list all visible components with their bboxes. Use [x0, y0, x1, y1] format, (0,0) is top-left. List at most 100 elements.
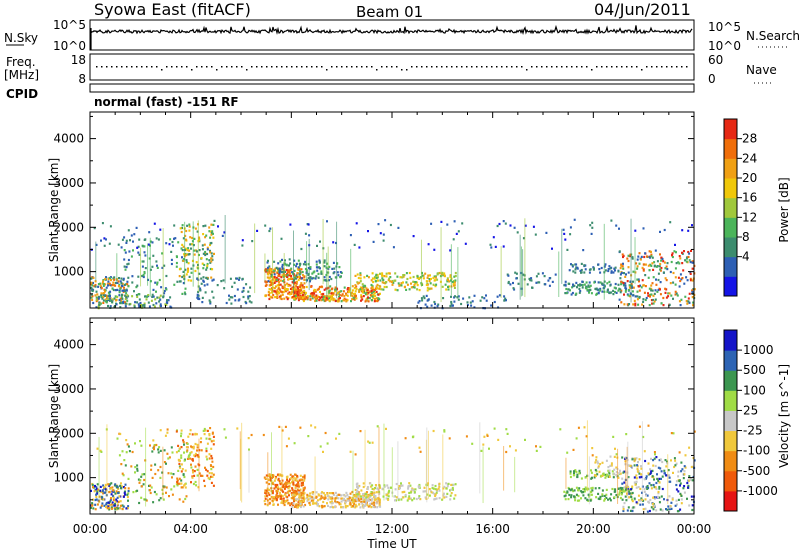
power-echo [334, 287, 337, 290]
velocity-echo [110, 482, 113, 485]
power-echo [370, 283, 373, 287]
velocity-echo [212, 484, 215, 487]
velocity-echo [593, 474, 596, 477]
power-echo [615, 291, 618, 294]
velocity-echo [434, 493, 437, 496]
power-echo [430, 277, 432, 281]
power-echo [677, 276, 680, 279]
power-echo [614, 269, 616, 272]
power-echo [392, 246, 395, 249]
velocity-echo [117, 487, 120, 490]
power-echo [142, 260, 145, 263]
power-echo [571, 265, 574, 268]
velocity-echo [122, 474, 125, 477]
velocity-echo [639, 503, 642, 506]
power-echo [201, 248, 204, 251]
power-echo [158, 300, 161, 303]
power-echo [273, 260, 276, 263]
velocity-echo [646, 487, 649, 490]
velocity-echo [273, 487, 276, 490]
power-echo [353, 243, 356, 246]
velocity-echo [143, 478, 146, 482]
power-echo [175, 265, 178, 268]
power-echo [139, 301, 142, 305]
power-echo [379, 279, 382, 282]
power-echo [203, 284, 206, 287]
velocity-echo [335, 494, 338, 497]
freq-dot [96, 66, 98, 68]
velocity-echo [322, 500, 325, 504]
velocity-echo [506, 432, 509, 435]
power-echo [451, 304, 454, 307]
power-echo [100, 292, 103, 295]
velocity-echo [376, 506, 379, 509]
power-echo [241, 239, 244, 242]
velocity-echo [291, 479, 294, 482]
power-echo [201, 301, 204, 304]
velocity-echo [611, 470, 614, 473]
velocity-echo [297, 483, 300, 486]
velocity-echo [356, 489, 359, 492]
power-echo [139, 304, 142, 307]
power-echo [366, 288, 369, 292]
velocity-echo [269, 474, 272, 477]
velocity-echo [454, 483, 457, 486]
velocity-echo [437, 487, 440, 490]
power-echo [300, 284, 303, 287]
power-echo [251, 240, 254, 243]
power-echo [379, 285, 382, 288]
power-echo [634, 304, 637, 307]
power-y-tick-label: 2000 [53, 220, 84, 234]
velocity-echo [271, 474, 274, 477]
velocity-echo [108, 484, 111, 487]
velocity-echo [609, 464, 612, 467]
velocity-echo [658, 501, 661, 504]
power-echo [309, 295, 312, 298]
velocity-echo [126, 443, 129, 446]
power-echo [666, 268, 669, 271]
power-echo [400, 284, 403, 287]
power-echo [102, 301, 105, 304]
velocity-echo [373, 499, 376, 502]
power-echo [358, 281, 361, 284]
velocity-echo [622, 490, 625, 493]
power-echo [412, 235, 415, 238]
power-echo [581, 280, 584, 283]
power-echo [104, 298, 107, 301]
power-echo [430, 222, 433, 225]
power-echo [644, 285, 647, 288]
power-echo [126, 299, 129, 302]
velocity-echo [269, 479, 272, 482]
power-echo [124, 294, 127, 297]
velocity-echo [330, 496, 333, 499]
velocity-echo [277, 473, 280, 476]
power-echo [633, 299, 636, 302]
power-echo [343, 286, 346, 289]
power-echo [141, 260, 144, 263]
velocity-echo [148, 489, 151, 492]
power-echo [92, 281, 94, 285]
power-echo [446, 223, 449, 226]
power-echo [428, 280, 431, 283]
power-echo [102, 284, 105, 287]
power-echo [579, 283, 581, 286]
velocity-echo [680, 498, 683, 501]
power-echo [457, 298, 460, 301]
freq-dot [286, 66, 288, 68]
power-echo [107, 297, 110, 300]
velocity-echo [310, 424, 313, 427]
velocity-echo [201, 474, 204, 477]
velocity-echo [372, 492, 375, 495]
power-echo [562, 228, 565, 231]
power-echo [202, 280, 205, 283]
power-echo [466, 301, 469, 304]
velocity-echo [623, 502, 626, 505]
velocity-echo [650, 506, 653, 509]
power-echo [201, 262, 204, 265]
freq-dot [271, 66, 273, 68]
velocity-echo [287, 487, 290, 490]
power-echo [638, 289, 641, 292]
velocity-echo [195, 433, 198, 436]
freq-dot [371, 66, 373, 68]
